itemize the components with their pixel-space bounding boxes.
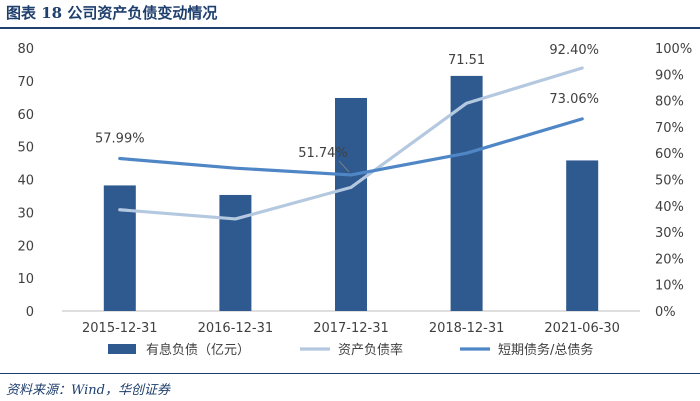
source-note: 资料来源：Wind，华创证券 [6, 383, 170, 398]
y2-tick-label: 30% [655, 226, 684, 241]
label-leader-line [338, 160, 350, 173]
y2-tick-label: 40% [655, 200, 684, 215]
legend-label: 资产负债率 [338, 342, 403, 358]
y2-tick-label: 70% [655, 121, 684, 136]
y2-tick-label: 100% [655, 42, 692, 57]
x-tick-label: 2015-12-31 [82, 321, 158, 336]
data-labels: 71.51 92.40% 57.99% 51.74% 73.06% [95, 43, 599, 173]
bar-series [103, 75, 599, 311]
x-tick-label: 2018-12-31 [429, 321, 505, 336]
short-debt-ratio-line [118, 117, 584, 177]
y-tick-label: 0 [26, 305, 34, 320]
right-axis: 0% 10% 20% 30% 40% 50% 60% 70% 80% 90% 100% [655, 42, 692, 320]
y-tick-label: 20 [17, 239, 34, 254]
data-label: 73.06% [549, 92, 599, 107]
legend-label: 有息负债（亿元） [146, 342, 250, 358]
y-tick-label: 70 [17, 75, 34, 90]
x-tick-label: 2017-12-31 [313, 321, 389, 336]
x-tick-label: 2016-12-31 [198, 321, 274, 336]
y2-tick-label: 0% [655, 305, 676, 320]
y2-tick-label: 10% [655, 279, 684, 294]
y-tick-label: 40 [17, 174, 34, 189]
bar [103, 185, 136, 311]
data-label: 92.40% [549, 43, 599, 58]
y-tick-label: 50 [17, 141, 34, 156]
asset-liability-ratio-line [118, 66, 584, 221]
legend-label: 短期债务/总债务 [498, 342, 593, 358]
figure-title: 图表 18 公司资产负债变动情况 [6, 4, 218, 22]
y2-tick-label: 90% [655, 68, 684, 83]
source-rule [0, 373, 700, 374]
title-rule [0, 27, 700, 29]
data-label: 51.74% [298, 146, 348, 161]
y2-tick-label: 80% [655, 95, 684, 110]
bar [566, 160, 599, 311]
y-tick-label: 60 [17, 108, 34, 123]
data-label: 71.51 [448, 53, 485, 68]
y2-tick-label: 60% [655, 147, 684, 162]
y-tick-label: 30 [17, 206, 34, 221]
bar [219, 194, 252, 311]
y2-tick-label: 20% [655, 252, 684, 267]
legend-swatch-bar [108, 344, 136, 354]
legend: 有息负债（亿元） 资产负债率 短期债务/总债务 [108, 342, 593, 358]
y-tick-label: 80 [17, 42, 34, 57]
data-label: 57.99% [95, 131, 145, 146]
x-axis: 2015-12-31 2016-12-31 2017-12-31 2018-12-31… [82, 321, 620, 336]
x-tick-label: 2021-06-30 [544, 321, 620, 336]
y2-tick-label: 50% [655, 174, 684, 189]
y-tick-label: 10 [17, 272, 34, 287]
debt-chart: 71.51 92.40% 57.99% 51.74% 73.06% 0 10 20 30 40 5… [17, 42, 692, 358]
bar [450, 75, 483, 311]
bar [335, 97, 367, 311]
line-series [118, 66, 584, 221]
left-axis: 0 10 20 30 40 50 60 70 80 [17, 42, 34, 320]
